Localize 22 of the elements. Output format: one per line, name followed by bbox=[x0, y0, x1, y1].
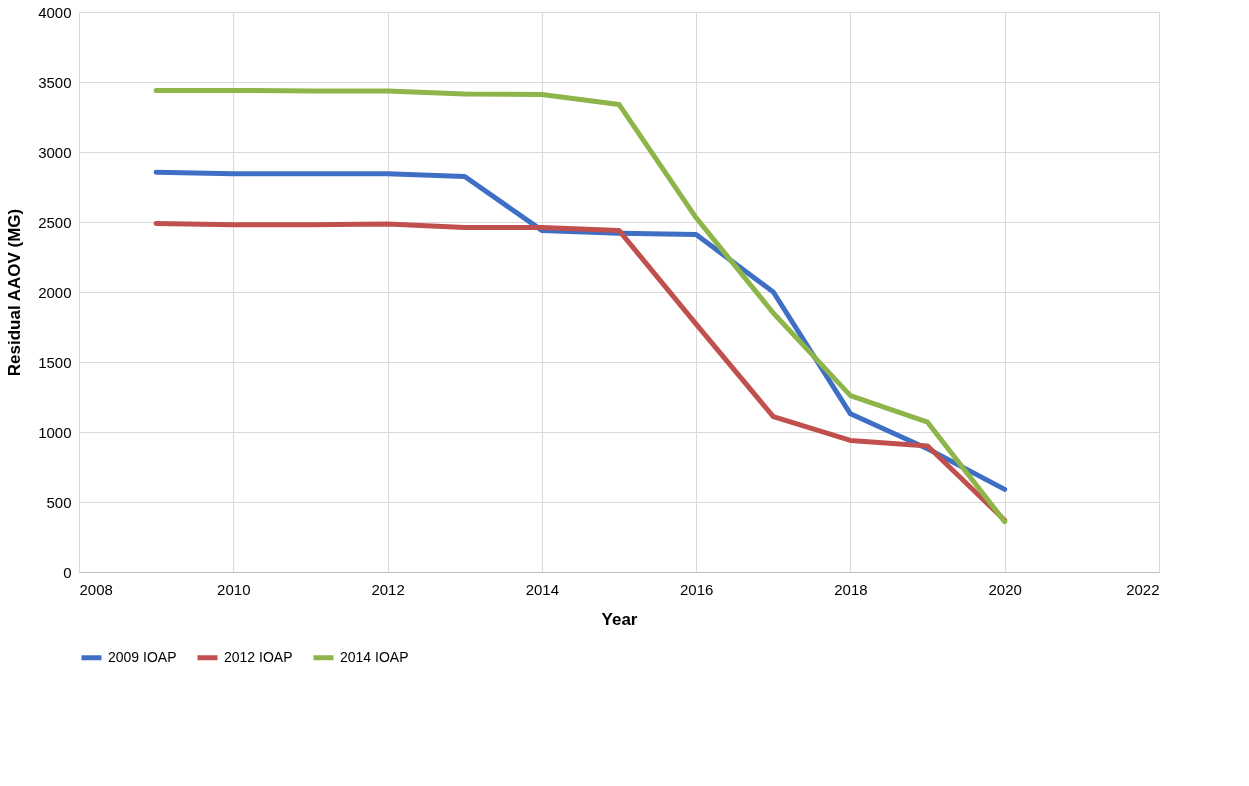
x-tick-label: 2022 bbox=[1126, 580, 1160, 598]
legend-label: 2009 IOAP bbox=[108, 648, 177, 665]
legend-label: 2012 IOAP bbox=[224, 648, 293, 665]
y-tick-label: 2000 bbox=[38, 283, 72, 301]
y-tick-label: 500 bbox=[46, 493, 72, 511]
x-tick-label: 2010 bbox=[217, 580, 251, 598]
y-tick-label: 1000 bbox=[38, 423, 72, 441]
y-tick-label: 3500 bbox=[38, 73, 72, 91]
y-tick-label: 3000 bbox=[38, 143, 72, 161]
x-tick-label: 2012 bbox=[371, 580, 405, 598]
legend-label: 2014 IOAP bbox=[340, 648, 409, 665]
y-tick-label: 2500 bbox=[38, 213, 72, 231]
y-tick-label: 4000 bbox=[38, 3, 72, 21]
x-axis-title: Year bbox=[601, 609, 638, 629]
x-tick-label: 2016 bbox=[679, 580, 714, 598]
y-tick-label: 1500 bbox=[38, 353, 72, 371]
y-axis-title: Residual AAOV (MG) bbox=[5, 208, 25, 377]
x-tick-label: 2020 bbox=[988, 580, 1022, 598]
y-tick-label: 0 bbox=[63, 563, 72, 581]
x-tick-label: 2014 bbox=[525, 580, 560, 598]
x-tick-label: 2018 bbox=[834, 580, 868, 598]
x-tick-label: 2008 bbox=[79, 580, 113, 598]
